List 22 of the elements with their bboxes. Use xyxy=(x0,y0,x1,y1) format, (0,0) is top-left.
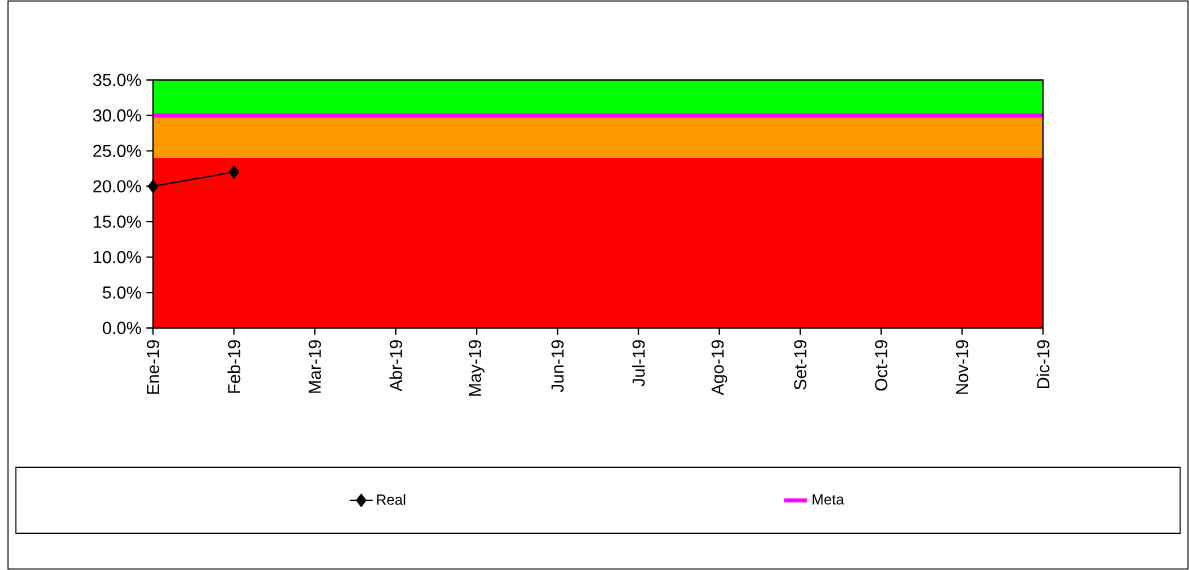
x-tick-label: Ago-19 xyxy=(711,340,728,396)
y-tick-label: 30.0% xyxy=(93,109,142,122)
x-tick-label: May-19 xyxy=(468,340,485,396)
x-tick-label: Ene-19 xyxy=(146,340,160,394)
x-tick-label: Dic-19 xyxy=(1036,340,1050,389)
x-tick-label: Mar-19 xyxy=(308,340,321,393)
y-tick-label: 25.0% xyxy=(93,144,142,157)
y-tick-label: 5.0% xyxy=(102,286,142,299)
y-tick-label: 10.0% xyxy=(93,250,142,264)
y-tick-label: 15.0% xyxy=(93,215,142,228)
y-tick-label: 0.0% xyxy=(102,321,142,335)
y-tick-label: 20.0% xyxy=(93,180,142,193)
legend-label: Real xyxy=(377,494,406,505)
x-tick-label: Jul-19 xyxy=(632,340,645,387)
y-tick-label: 35.0% xyxy=(93,73,142,87)
legend-label: Meta xyxy=(812,494,845,505)
x-tick-label: Oct-19 xyxy=(875,340,888,391)
x-tick-label: Nov-19 xyxy=(955,340,969,394)
x-tick-label: Jun-19 xyxy=(551,340,564,393)
x-tick-label: Abr-19 xyxy=(389,340,403,392)
x-tick-label: Set-19 xyxy=(794,340,807,390)
x-tick-label: Feb-19 xyxy=(227,340,241,393)
